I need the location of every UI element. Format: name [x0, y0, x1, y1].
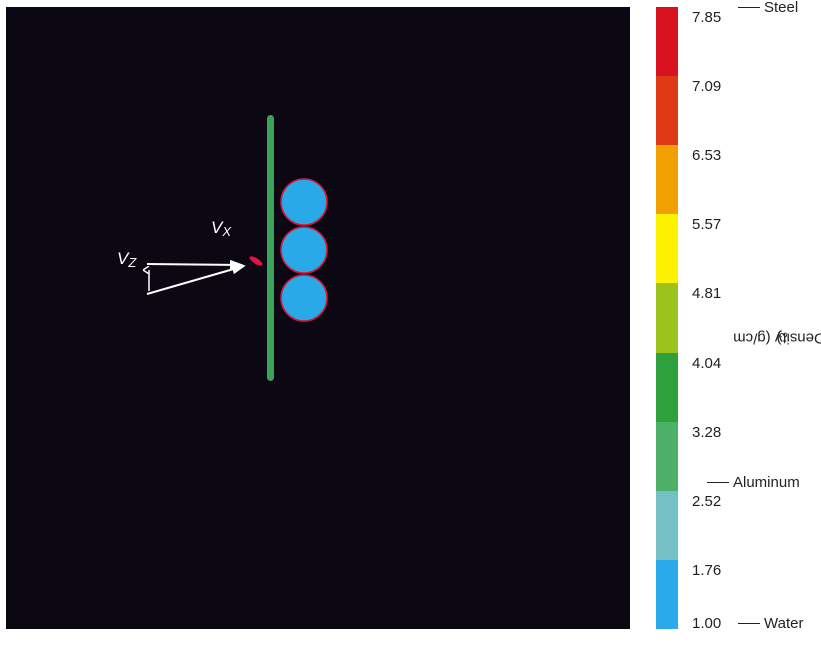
- material-label: Aluminum: [733, 474, 800, 492]
- colorbar-tick-label: 3.28: [692, 423, 722, 441]
- colorbar-tick-label: 1.76: [692, 561, 722, 579]
- material-marker-water: Water: [738, 616, 803, 631]
- material-marker-steel: Steel: [738, 0, 798, 15]
- vx-label-base: V: [211, 218, 223, 237]
- colorbar-segment: [656, 352, 678, 423]
- colorbar-segment: [656, 421, 678, 492]
- colorbar-segment: [656, 559, 678, 630]
- vz-label-sub: Z: [128, 255, 137, 270]
- vz-label: VZ: [117, 250, 136, 269]
- material-label: Steel: [764, 0, 799, 16]
- sphere-bottom: [280, 274, 328, 322]
- colorbar-tick-label: 4.04: [692, 354, 722, 372]
- colorbar-tick-label: 5.57: [692, 216, 722, 234]
- sphere-top: [280, 178, 328, 226]
- colorbar-segment: [656, 283, 678, 354]
- material-label: Water: [764, 615, 804, 632]
- colorbar-segment: [656, 7, 678, 77]
- velocity-arrow: [146, 264, 246, 295]
- material-dash: [707, 481, 729, 483]
- density-colorbar: [656, 7, 678, 630]
- colorbar-segment: [656, 145, 678, 215]
- scene-canvas: [6, 115, 328, 381]
- vx-arrow: [146, 259, 244, 270]
- material-marker-aluminum: Aluminum: [707, 475, 800, 490]
- colorbar-tick-label: 2.52: [692, 492, 722, 510]
- material-dash: [738, 6, 760, 8]
- material-dash: [738, 622, 760, 624]
- colorbar-tick-label: 4.81: [692, 285, 722, 303]
- simulation-scene: VX VZ: [6, 7, 630, 629]
- vx-label: VX: [211, 219, 231, 238]
- colorbar-tick-label: 1.00: [692, 615, 722, 632]
- colorbar-title-close: ): [776, 329, 782, 347]
- vz-label-base: V: [117, 249, 129, 268]
- colorbar-tick-label: 6.53: [692, 147, 722, 165]
- sphere-middle: [280, 226, 328, 274]
- colorbar-segment: [656, 76, 678, 146]
- colorbar-segment: [656, 214, 678, 284]
- colorbar-tick-label: 7.85: [692, 9, 722, 26]
- vx-label-sub: X: [222, 224, 232, 239]
- target-plate: [267, 115, 274, 381]
- projectile: [249, 256, 263, 266]
- colorbar-tick-label: 7.09: [692, 78, 722, 96]
- colorbar-segment: [656, 490, 678, 561]
